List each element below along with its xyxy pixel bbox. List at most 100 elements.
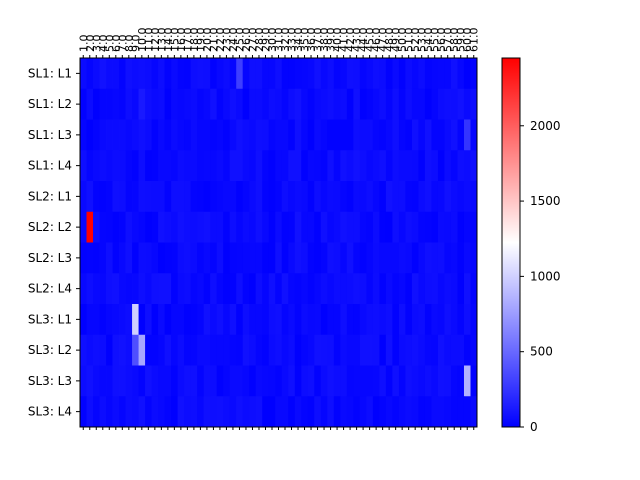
heatmap-cell [203, 181, 211, 213]
heatmap-cell [333, 273, 341, 305]
heatmap-cell [184, 304, 192, 336]
heatmap-cell [99, 242, 107, 274]
heatmap-cell [431, 150, 439, 182]
heatmap-cell [307, 304, 315, 336]
heatmap-cell [125, 365, 133, 397]
heatmap-cell [398, 181, 406, 213]
column-label: 38.0 [318, 28, 331, 53]
heatmap-cell [112, 396, 120, 428]
heatmap-cell [281, 119, 289, 151]
heatmap-cell [366, 211, 374, 243]
column-label: 59.0 [455, 28, 468, 53]
heatmap-cell [203, 396, 211, 428]
heatmap-cell [418, 211, 426, 243]
heatmap-cell [294, 181, 302, 213]
column-label: 53.0 [416, 28, 429, 53]
heatmap-cell [340, 273, 348, 305]
heatmap-cell [203, 365, 211, 397]
column-label: 3.0 [90, 35, 103, 53]
heatmap-cell [431, 181, 439, 213]
heatmap-cell [197, 181, 205, 213]
heatmap-cell [268, 365, 276, 397]
heatmap-cell [320, 150, 328, 182]
column-label: 57.0 [442, 28, 455, 53]
heatmap-cell [80, 119, 87, 151]
heatmap-cell [320, 58, 328, 90]
heatmap-cell [444, 119, 452, 151]
heatmap-cell [138, 211, 146, 243]
heatmap-cell [418, 88, 426, 120]
heatmap-cell [197, 304, 205, 336]
column-label: 12.0 [149, 28, 162, 53]
heatmap-cell [255, 304, 263, 336]
heatmap-cell [119, 211, 126, 243]
heatmap-cell [366, 58, 374, 90]
heatmap-cell [223, 150, 231, 182]
colorbar-tick-label: 0 [530, 420, 538, 434]
column-label: 13.0 [155, 28, 168, 53]
heatmap-cell [138, 273, 146, 305]
column-label: 27.0 [246, 28, 259, 53]
heatmap-cell [268, 273, 276, 305]
column-label: 20.0 [201, 28, 214, 53]
heatmap-cell [262, 119, 270, 151]
heatmap-cell [99, 150, 107, 182]
heatmap-cell [86, 58, 94, 90]
colorbar-gradient [501, 57, 521, 428]
heatmap-cell [431, 365, 439, 397]
heatmap-cell [86, 88, 94, 120]
heatmap-cell [398, 396, 406, 428]
heatmap-cell [106, 88, 113, 120]
heatmap-cell [346, 88, 354, 120]
column-label: 6.0 [110, 35, 123, 52]
heatmap-cell [457, 88, 465, 120]
heatmap-cell [216, 211, 224, 243]
heatmap-cell [112, 304, 120, 336]
heatmap-cell [132, 334, 139, 366]
heatmap-cell [99, 58, 107, 90]
heatmap-cell [398, 58, 406, 90]
heatmap-cell [106, 365, 113, 397]
heatmap-cell [99, 273, 107, 305]
column-label: 7.0 [116, 34, 129, 52]
heatmap-cell [262, 211, 270, 243]
row-label: SL3: L4 [28, 405, 72, 419]
heatmap-cell [255, 365, 263, 397]
heatmap-cell [424, 242, 432, 274]
heatmap-cell [138, 150, 146, 182]
row-labels: SL1: L1 SL1: L2 SL1: L3 SL1: L4 SL2: L1 SL2: … [28, 66, 80, 419]
heatmap-cell [216, 181, 224, 213]
heatmap-cell [320, 88, 328, 120]
heatmap-cell [210, 150, 218, 182]
heatmap-cell [424, 334, 432, 366]
heatmap-cell [411, 181, 419, 213]
heatmap-cell [80, 88, 87, 120]
heatmap-cell [132, 396, 139, 428]
heatmap-cell [210, 334, 218, 366]
heatmap-cell [431, 119, 439, 151]
heatmap-cell [138, 88, 146, 120]
heatmap-cell [93, 273, 100, 305]
row-label: SL2: L3 [28, 251, 72, 265]
heatmap-cell [145, 150, 152, 182]
heatmap-cell [353, 242, 361, 274]
heatmap-cell [307, 273, 315, 305]
heatmap-cell [216, 119, 224, 151]
heatmap-cell [405, 304, 413, 336]
heatmap-cell [184, 396, 192, 428]
heatmap-cell [223, 242, 231, 274]
heatmap-cell [190, 88, 198, 120]
heatmap-cell [405, 58, 413, 90]
heatmap-cell [145, 242, 152, 274]
heatmap-cell [392, 242, 400, 274]
heatmap-cells [80, 58, 478, 428]
heatmap-cell [366, 396, 374, 428]
heatmap-cell [164, 119, 172, 151]
heatmap-cell [444, 365, 452, 397]
heatmap-cell [463, 211, 471, 243]
colorbar-ticks: 0 500 1000 1500 2000 [520, 119, 561, 434]
heatmap-cell [372, 119, 380, 151]
heatmap-cell [132, 365, 139, 397]
heatmap-cell [203, 273, 211, 305]
column-label: 48.0 [383, 28, 396, 53]
